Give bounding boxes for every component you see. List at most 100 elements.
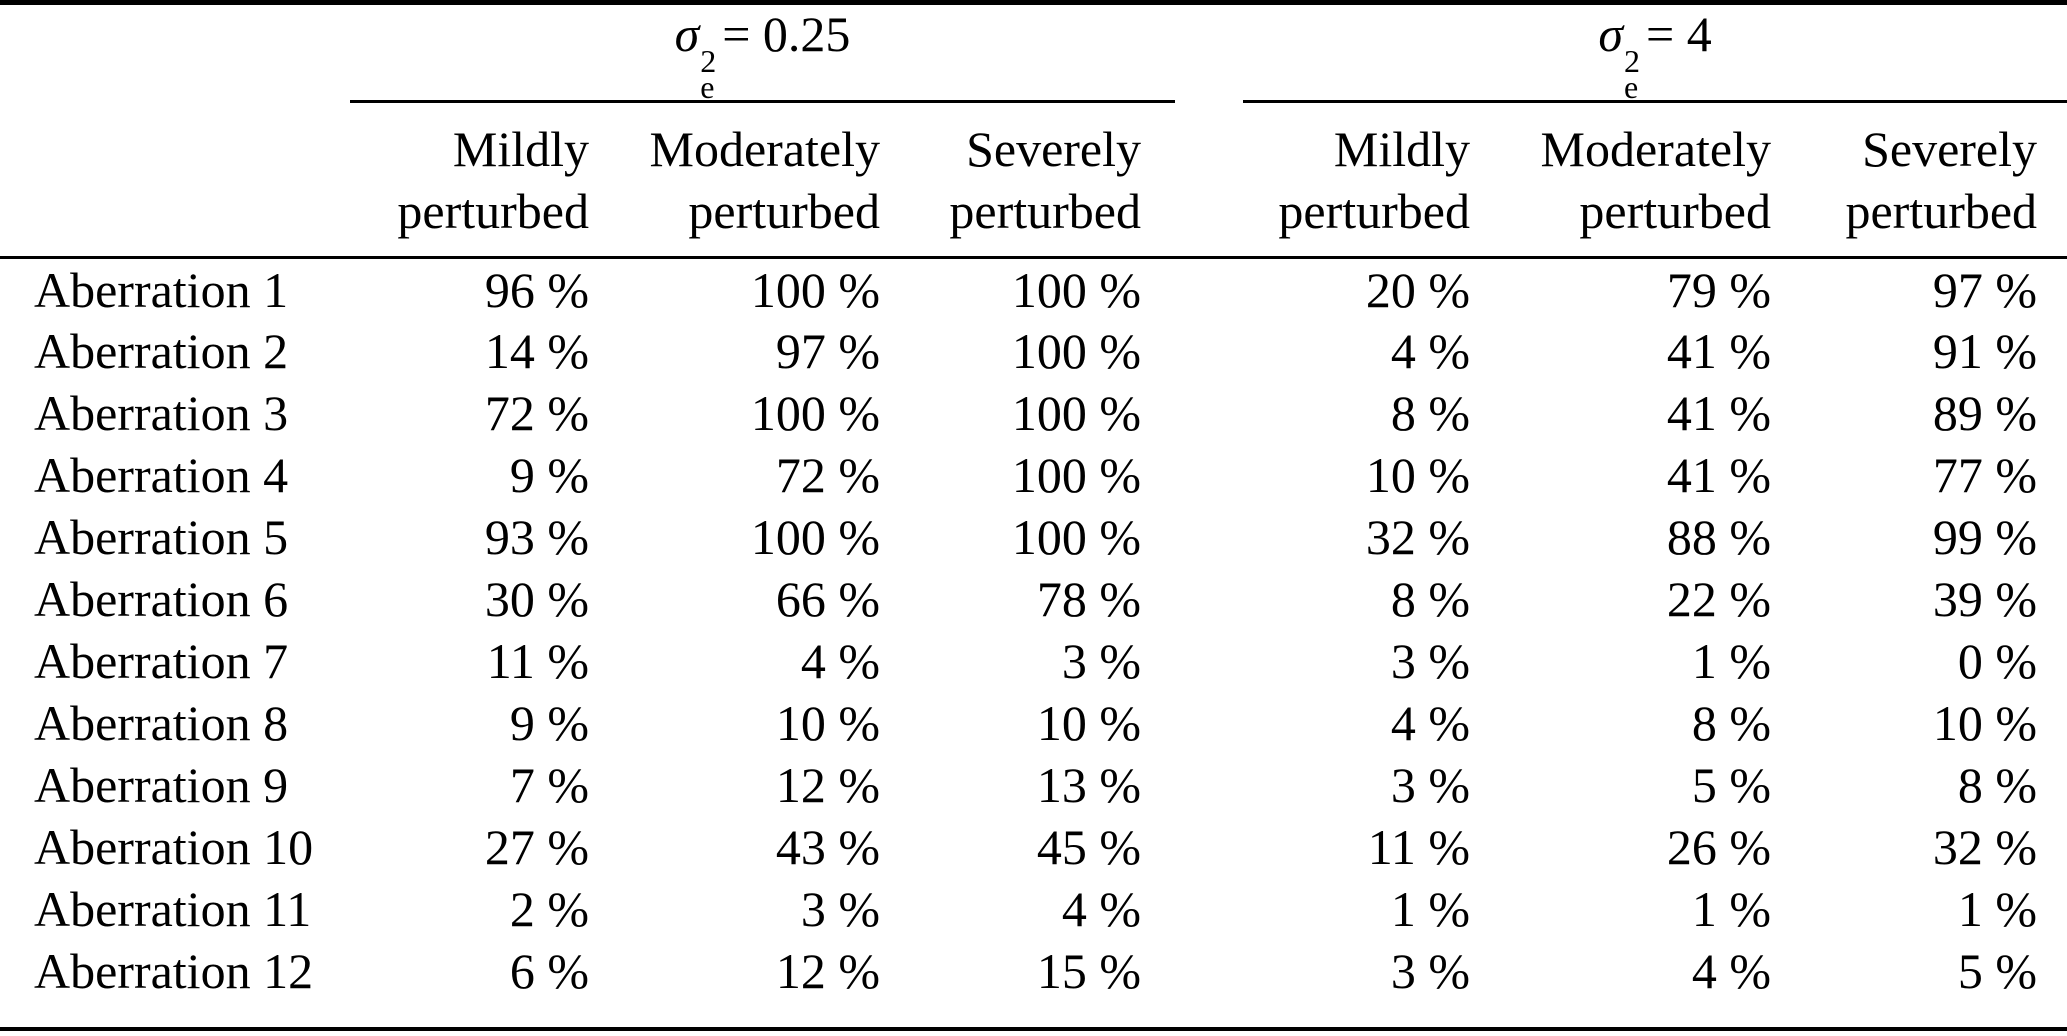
group-gap xyxy=(1175,506,1243,568)
row-label: Aberration 9 xyxy=(34,756,289,813)
group-gap xyxy=(1175,5,1243,102)
table-cell: 27 % xyxy=(484,818,589,875)
table-cell: 26 % xyxy=(1666,818,1771,875)
row-label: Aberration 5 xyxy=(34,508,289,565)
group-gap xyxy=(1175,320,1243,382)
table-cell: 41 % xyxy=(1666,322,1771,379)
table-cell: 100 % xyxy=(750,508,880,565)
table-cell: 11 % xyxy=(486,632,589,689)
table-cell: 1 % xyxy=(1691,632,1771,689)
row-label: Aberration 7 xyxy=(34,632,289,689)
table-cell: 11 % xyxy=(1367,818,1470,875)
table-cell: 0 % xyxy=(1957,632,2038,689)
table-cell: 8 % xyxy=(1390,384,1470,441)
table-cell: 97 % xyxy=(775,322,880,379)
group-gap xyxy=(1175,940,1243,1002)
group-gap xyxy=(1175,630,1243,692)
table-cell: 9 % xyxy=(509,694,589,751)
table-cell: 7 % xyxy=(509,756,589,813)
table-cell: 100 % xyxy=(750,384,880,441)
column-header-severely-1: Severely perturbed xyxy=(900,101,1175,260)
table-cell: 100 % xyxy=(1011,322,1141,379)
group-gap xyxy=(1175,382,1243,444)
table-cell: 20 % xyxy=(1365,261,1470,318)
row-label: Aberration 10 xyxy=(34,818,314,875)
row-label: Aberration 6 xyxy=(34,570,289,627)
row-label: Aberration 11 xyxy=(34,880,312,937)
table-cell: 77 % xyxy=(1932,446,2038,503)
table-cell: 5 % xyxy=(1691,756,1771,813)
table-cell: 72 % xyxy=(484,384,589,441)
table-cell: 3 % xyxy=(1390,756,1470,813)
table-cell: 30 % xyxy=(484,570,589,627)
row-label: Aberration 8 xyxy=(34,694,289,751)
table-cell: 15 % xyxy=(1036,942,1141,999)
table-cell: 9 % xyxy=(509,446,589,503)
group-gap xyxy=(1175,568,1243,630)
table-cell: 8 % xyxy=(1390,570,1470,627)
table-body: Aberration 1 96 % 100 % 100 % 20 % 79 % … xyxy=(0,258,2067,1002)
table-cell: 89 % xyxy=(1932,384,2038,441)
table-cell: 41 % xyxy=(1666,446,1771,503)
table-cell: 100 % xyxy=(1011,508,1141,565)
table-cell: 10 % xyxy=(1036,694,1141,751)
table-cell: 22 % xyxy=(1666,570,1771,627)
table-cell: 100 % xyxy=(750,261,880,318)
group-equation-rhs: = 4 xyxy=(1646,6,1712,62)
table-cell: 99 % xyxy=(1932,508,2038,565)
table-cell: 97 % xyxy=(1932,261,2038,318)
group-equation-rhs: = 0.25 xyxy=(722,6,851,62)
row-label: Aberration 2 xyxy=(34,322,289,379)
table-cell: 100 % xyxy=(1011,261,1141,318)
sigma-symbol: σ xyxy=(1598,6,1623,62)
group-gap xyxy=(1175,692,1243,754)
table-row: Aberration 4 9 % 72 % 100 % 10 % 41 % 77… xyxy=(0,444,2067,506)
table-top-rule xyxy=(0,0,2067,5)
group-header-row: σ 2 e = 0.25 σ 2 e = 4 xyxy=(0,5,2067,106)
table-cell: 78 % xyxy=(1036,570,1141,627)
table-cell: 1 % xyxy=(1691,880,1771,937)
group-header-sigma-025: σ 2 e = 0.25 xyxy=(350,5,1175,106)
table-row: Aberration 3 72 % 100 % 100 % 8 % 41 % 8… xyxy=(0,382,2067,444)
table-cell: 4 % xyxy=(1061,880,1141,937)
table-cell: 72 % xyxy=(775,446,880,503)
table-cell: 12 % xyxy=(775,756,880,813)
table-cell: 10 % xyxy=(1365,446,1470,503)
table-cell: 13 % xyxy=(1036,756,1141,813)
table-row: Aberration 6 30 % 66 % 78 % 8 % 22 % 39 … xyxy=(0,568,2067,630)
group-gap xyxy=(1175,258,1243,320)
row-label: Aberration 12 xyxy=(34,942,314,999)
table-cell: 3 % xyxy=(800,880,880,937)
table-cell: 4 % xyxy=(1390,322,1470,379)
table-cell: 39 % xyxy=(1932,570,2038,627)
column-header-severely-2: Severely perturbed xyxy=(1785,101,2067,260)
column-header-moderately-2: Moderately perturbed xyxy=(1514,101,1785,260)
table-cell: 1 % xyxy=(1957,880,2038,937)
table-cell: 2 % xyxy=(509,880,589,937)
table-cell: 8 % xyxy=(1957,756,2038,813)
row-label: Aberration 3 xyxy=(34,384,289,441)
table-row: Aberration 10 27 % 43 % 45 % 11 % 26 % 3… xyxy=(0,816,2067,878)
column-header-mildly-2: Mildly perturbed xyxy=(1243,101,1514,260)
table-row: Aberration 9 7 % 12 % 13 % 3 % 5 % 8 % xyxy=(0,754,2067,816)
table-cell: 43 % xyxy=(775,818,880,875)
table-cell: 100 % xyxy=(1011,446,1141,503)
table-cell: 88 % xyxy=(1666,508,1771,565)
table-cell: 12 % xyxy=(775,942,880,999)
column-header-row: Mildly perturbed Moderately perturbed Seve… xyxy=(0,101,2067,260)
group-gap xyxy=(1175,444,1243,506)
row-label: Aberration 4 xyxy=(34,446,289,503)
table-cell: 32 % xyxy=(1932,818,2038,875)
table-cell: 5 % xyxy=(1957,942,2038,999)
table-cell: 4 % xyxy=(1390,694,1470,751)
group-gap xyxy=(1175,101,1243,260)
table-cell: 96 % xyxy=(484,261,589,318)
table-cell: 3 % xyxy=(1390,632,1470,689)
table-row: Aberration 7 11 % 4 % 3 % 3 % 1 % 0 % xyxy=(0,630,2067,692)
table-cell: 14 % xyxy=(484,322,589,379)
corner-cell xyxy=(0,101,350,260)
table-cell: 1 % xyxy=(1390,880,1470,937)
